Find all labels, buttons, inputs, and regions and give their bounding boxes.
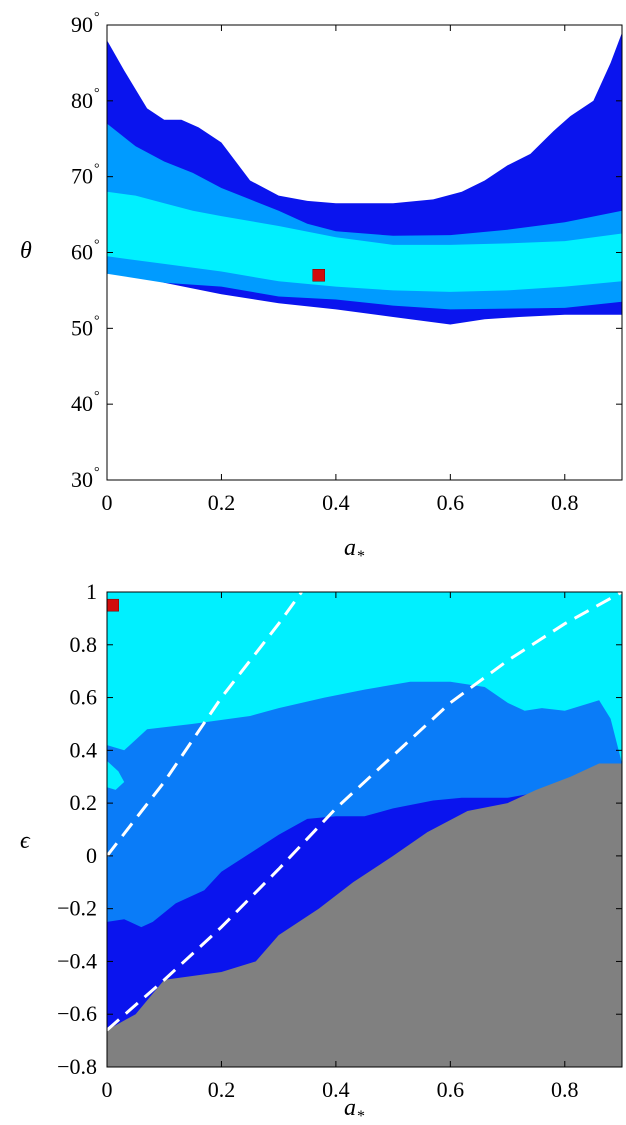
bottom-xtick-label: 0 — [102, 1077, 113, 1102]
bottom-ylabel: ϵ — [20, 828, 31, 854]
chart-epsilon-vs-spin: 0 0.2 0.4 0.6 0.8 −0.8 −0.6 −0.4 −0.2 0 0.2 0.4 0.6 0… — [20, 579, 623, 1125]
top-xlabel-subscript: * — [357, 548, 365, 565]
top-ytick-label: 30 — [71, 467, 93, 492]
bottom-ytick-label: 0.6 — [70, 685, 98, 710]
best-fit-marker — [312, 269, 325, 282]
bottom-ytick-label: −0.8 — [57, 1054, 97, 1079]
top-ytick-label: 50 — [71, 315, 93, 340]
top-ytick-degree: ° — [94, 238, 100, 253]
top-ytick-label: 70 — [71, 164, 93, 189]
top-xtick-label: 0 — [102, 490, 113, 515]
top-ytick-degree: ° — [94, 162, 100, 177]
top-ytick-degree: ° — [94, 10, 100, 25]
top-ytick-label: 90 — [71, 12, 93, 37]
bottom-ytick-label: −0.6 — [57, 1001, 97, 1026]
bottom-ytick-label: 1 — [86, 579, 97, 604]
top-xtick-label: 0.2 — [208, 490, 236, 515]
bottom-ytick-label: −0.4 — [57, 948, 97, 973]
bottom-xlabel-subscript: * — [357, 1108, 365, 1125]
dashed-curve-2 — [107, 592, 622, 1032]
best-fit-marker — [107, 598, 119, 612]
top-ytick-degree: ° — [94, 389, 100, 404]
top-xtick-label: 0.4 — [322, 490, 350, 515]
top-ytick-degree: ° — [94, 86, 100, 101]
top-xtick-label: 0.8 — [551, 490, 579, 515]
contour-middle-hole — [107, 760, 125, 790]
dashed-curve-1 — [107, 592, 303, 857]
top-ytick-degree: ° — [94, 465, 100, 480]
top-xtick-label: 0.6 — [437, 490, 465, 515]
bottom-ytick-label: 0.8 — [70, 632, 98, 657]
top-ylabel: θ — [20, 238, 32, 264]
bottom-xlabel: a — [344, 1095, 356, 1121]
bottom-ytick-label: 0 — [86, 843, 97, 868]
bottom-xtick-label: 0.2 — [208, 1077, 236, 1102]
contour-inner — [107, 191, 622, 292]
bottom-plot-frame — [106, 591, 623, 1068]
top-ytick-label: 60 — [71, 240, 93, 265]
top-ytick-label: 80 — [71, 88, 93, 113]
top-ytick-label: 40 — [71, 391, 93, 416]
bottom-ytick-label: 0.4 — [70, 737, 98, 762]
top-ytick-degree: ° — [94, 313, 100, 328]
bottom-ytick-label: −0.2 — [57, 896, 97, 921]
bottom-xtick-label: 0.4 — [322, 1077, 350, 1102]
chart-theta-vs-spin: 0 0.2 0.4 0.6 0.830 °40 °50 °60 °70 °80 °90 ° θ a * — [20, 10, 623, 565]
bottom-xtick-label: 0.6 — [437, 1077, 465, 1102]
excluded-region — [107, 763, 622, 1067]
bottom-ytick-label: 0.2 — [70, 790, 98, 815]
bottom-xtick-label: 0.8 — [551, 1077, 579, 1102]
top-xlabel: a — [344, 535, 356, 561]
